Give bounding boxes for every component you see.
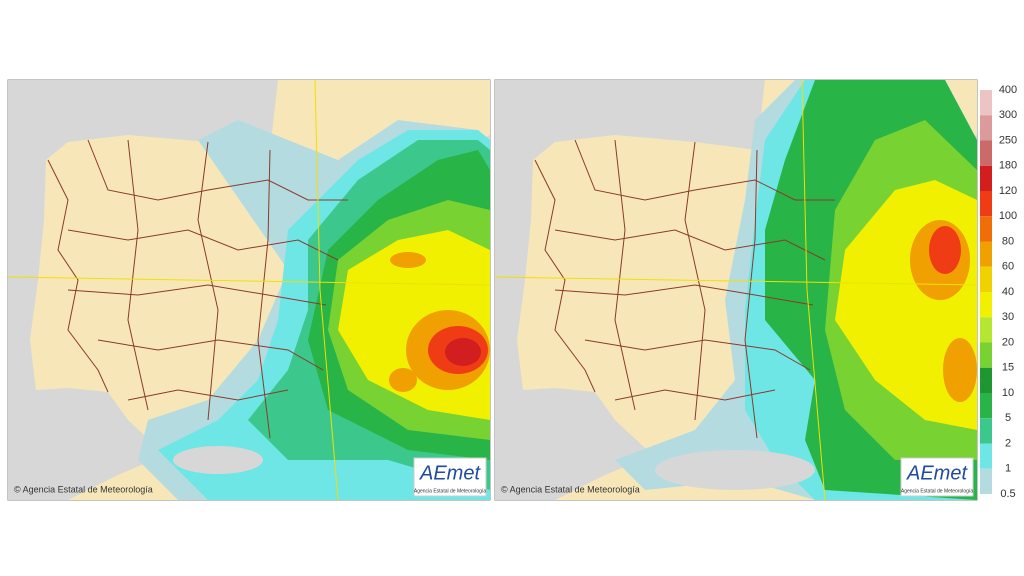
legend-swatch	[980, 418, 992, 444]
legend-swatch	[980, 317, 992, 343]
legend-swatch	[980, 468, 992, 494]
legend-swatch	[980, 165, 992, 191]
legend-swatch	[980, 342, 992, 368]
copyright: © Agencia Estatal de Meteorología	[14, 484, 153, 494]
legend-swatch	[980, 393, 992, 419]
legend-label: 2	[1005, 437, 1011, 449]
logo-subtitle: Agencia Estatal de Meteorología	[901, 488, 973, 494]
legend-label: 5	[1005, 412, 1011, 424]
precip-overlay	[615, 80, 977, 500]
legend-swatch	[980, 216, 992, 242]
legend-swatch	[980, 191, 992, 217]
logo: AEmet	[419, 462, 481, 484]
copyright: © Agencia Estatal de Meteorología	[501, 484, 640, 494]
legend-label: 400	[999, 84, 1017, 96]
logo-box	[413, 457, 487, 497]
legend-label: 0.5	[1000, 488, 1015, 500]
logo-subtitle: Agencia Estatal de Meteorología	[414, 488, 486, 494]
legend-swatch	[980, 367, 992, 393]
legend-swatch	[980, 443, 992, 469]
map-panel: © Agencia Estatal de Meteorología AEmet Ag…	[7, 79, 491, 501]
legend-label: 60	[1002, 261, 1014, 273]
legend-label: 80	[1002, 235, 1014, 247]
color-legend: 400 300 250 180 120 100 80 60 40 30 20 15 10 5 2 1 0.5	[980, 84, 1017, 500]
logo: AEmet	[906, 462, 968, 484]
legend-label: 1	[1005, 463, 1011, 475]
map-panel: © Agencia Estatal de Meteorología AEmet Ag…	[494, 79, 978, 501]
legend-label: 10	[1002, 387, 1014, 399]
legend-swatch	[980, 140, 992, 166]
legend-label: 300	[999, 109, 1017, 121]
legend-swatch	[980, 266, 992, 292]
legend-label: 40	[1002, 286, 1014, 298]
legend-label: 120	[999, 185, 1017, 197]
legend-label: 250	[999, 134, 1017, 146]
legend-label: 100	[999, 210, 1017, 222]
logo-box	[900, 457, 974, 497]
legend-label: 15	[1002, 362, 1014, 374]
legend-label: 180	[999, 160, 1017, 172]
legend-swatch	[980, 292, 992, 318]
legend-swatch	[980, 241, 992, 267]
precip-overlay	[138, 120, 490, 500]
legend-swatch	[980, 90, 992, 116]
legend-label: 30	[1002, 311, 1014, 323]
legend-label: 20	[1002, 336, 1014, 348]
legend-swatch	[980, 115, 992, 141]
